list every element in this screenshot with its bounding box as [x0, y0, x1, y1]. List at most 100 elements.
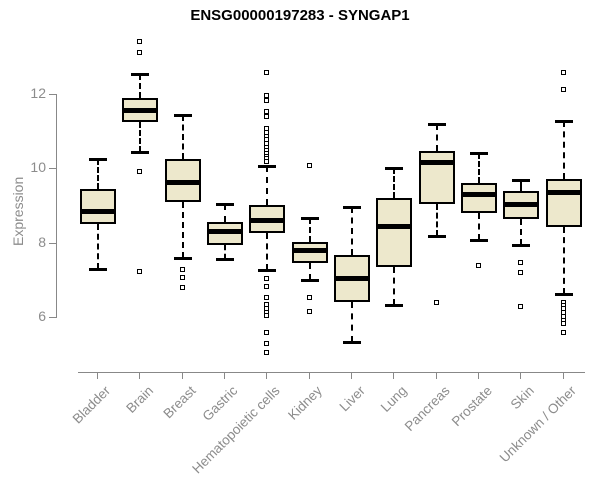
outlier-point: [179, 267, 185, 273]
x-tick-mark: [435, 372, 437, 379]
median-line: [206, 229, 243, 234]
outlier-point: [433, 299, 439, 305]
outlier-point: [560, 320, 566, 326]
median-line: [122, 108, 159, 114]
whisker-lower: [223, 244, 226, 260]
whisker-upper: [350, 206, 353, 256]
whisker-cap-upper: [215, 202, 234, 206]
outlier-point: [137, 169, 143, 175]
median-line: [80, 208, 116, 214]
x-tick-mark: [393, 372, 395, 379]
outlier-point: [137, 50, 143, 56]
whisker-upper: [139, 73, 142, 98]
outlier-point: [518, 260, 524, 266]
outlier-point: [560, 87, 566, 93]
outlier-point: [264, 98, 270, 104]
whisker-upper: [435, 123, 438, 152]
x-tick-label: Liver: [336, 383, 368, 415]
median-line: [164, 179, 201, 185]
whisker-upper: [393, 168, 396, 199]
whisker-cap-lower: [385, 304, 404, 308]
outlier-point: [264, 114, 270, 120]
median-line: [503, 201, 540, 207]
whisker-upper: [223, 203, 226, 223]
outlier-point: [560, 69, 566, 75]
outlier-point: [264, 312, 270, 318]
y-axis-line: [56, 93, 57, 317]
whisker-cap-lower: [215, 258, 234, 262]
median-line: [291, 247, 328, 253]
whisker-lower: [562, 227, 565, 294]
whisker-lower: [181, 201, 184, 258]
x-tick-mark: [520, 372, 522, 379]
whisker-lower: [139, 121, 142, 152]
outlier-point: [264, 92, 270, 98]
whisker-upper: [181, 115, 184, 160]
outlier-point: [137, 38, 143, 44]
x-tick-label: Breast: [160, 383, 199, 422]
x-tick-label: Brain: [123, 383, 156, 416]
whisker-cap-lower: [89, 267, 107, 271]
x-tick-mark: [139, 372, 141, 379]
outlier-point: [560, 329, 566, 335]
y-tick-mark: [49, 242, 57, 244]
whisker-cap-upper: [385, 167, 404, 171]
outlier-point: [306, 309, 312, 315]
y-tick-label: 8: [38, 233, 46, 250]
whisker-cap-upper: [89, 158, 107, 162]
whisker-upper: [308, 218, 311, 242]
x-tick-mark: [350, 372, 352, 379]
x-tick-mark: [266, 372, 268, 379]
x-tick-label: Unknown / Other: [497, 383, 580, 466]
outlier-point: [264, 329, 270, 335]
whisker-cap-upper: [300, 217, 319, 221]
box: [80, 188, 116, 225]
whisker-cap-upper: [512, 179, 531, 183]
y-tick-label: 12: [30, 84, 46, 101]
whisker-cap-lower: [554, 292, 573, 296]
x-tick-mark: [223, 372, 225, 379]
outlier-point: [264, 283, 270, 289]
y-tick-label: 10: [30, 159, 46, 176]
whisker-cap-lower: [342, 340, 361, 344]
x-tick-label: Lung: [378, 383, 410, 415]
x-tick-mark: [308, 372, 310, 379]
median-line: [545, 189, 582, 195]
y-tick-mark: [49, 168, 57, 170]
x-tick-mark: [562, 372, 564, 379]
outlier-point: [137, 269, 143, 275]
x-tick-label: Bladder: [70, 383, 114, 427]
whisker-cap-lower: [300, 278, 319, 282]
median-line: [418, 159, 455, 165]
x-tick-label: Pancreas: [401, 383, 453, 434]
outlier-point: [518, 303, 524, 309]
x-axis-line: [78, 372, 585, 373]
box: [376, 198, 413, 267]
whisker-lower: [308, 263, 311, 280]
whisker-lower: [393, 266, 396, 306]
x-tick-label: Kidney: [285, 383, 326, 423]
chart-title: ENSG00000197283 - SYNGAP1: [190, 7, 410, 24]
whisker-cap-upper: [469, 152, 488, 156]
outlier-point: [179, 285, 185, 291]
median-line: [460, 191, 497, 197]
outlier-point: [306, 294, 312, 300]
y-tick-label: 6: [38, 308, 46, 324]
whisker-upper: [97, 159, 99, 189]
whisker-cap-upper: [554, 120, 573, 124]
whisker-upper: [477, 153, 480, 183]
whisker-cap-lower: [427, 234, 446, 238]
x-tick-mark: [181, 372, 183, 379]
x-tick-mark: [477, 372, 479, 379]
whisker-cap-lower: [469, 239, 488, 243]
y-tick-mark: [49, 93, 57, 95]
outlier-point: [264, 295, 270, 301]
box: [545, 179, 582, 228]
x-tick-label: Gastric: [199, 383, 241, 424]
whisker-cap-lower: [258, 269, 277, 273]
outlier-point: [264, 159, 270, 164]
whisker-cap-lower: [512, 243, 531, 247]
whisker-lower: [520, 218, 523, 245]
whisker-cap-upper: [173, 114, 192, 118]
